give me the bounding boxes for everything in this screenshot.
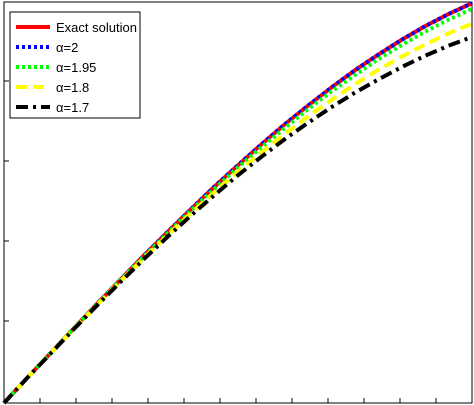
legend-label-1: Exact solution: [56, 20, 137, 35]
legend-label-4: α=1.8: [56, 80, 89, 95]
legend-label-5: α=1.7: [56, 100, 89, 115]
series-line-4: [2, 21, 473, 405]
plot-frame: [3, 1, 473, 404]
legend-label-2: α=2: [56, 40, 78, 55]
series-line-3: [2, 6, 473, 405]
legend-box: [9, 11, 141, 119]
axes: [3, 1, 473, 404]
legend-label-3: α=1.95: [56, 60, 96, 75]
series-line-5: [2, 35, 473, 405]
legend: Exact solution α=2 α=1.95 α=1.8 α=1.7: [9, 11, 141, 119]
